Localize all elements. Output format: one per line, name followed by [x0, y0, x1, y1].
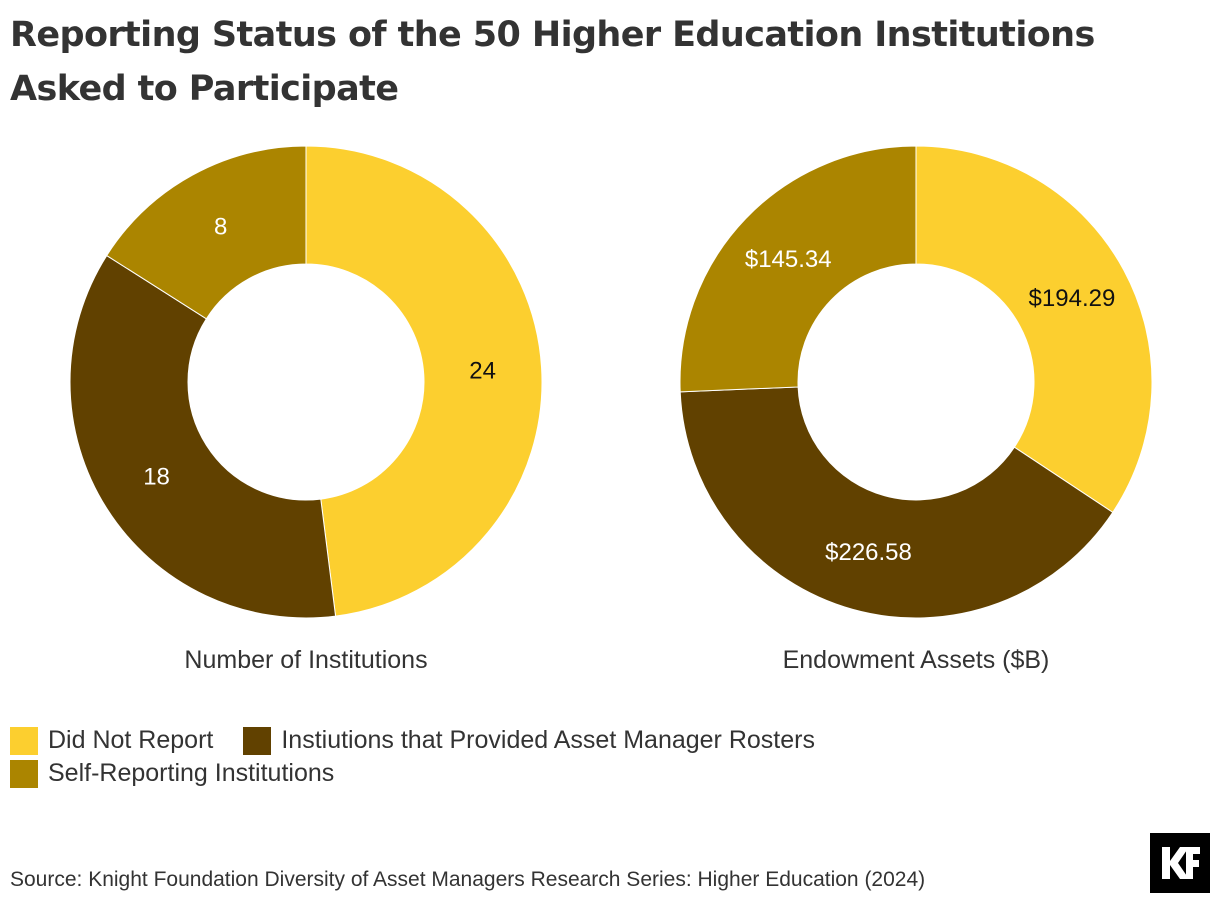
legend-label-provided-rosters: Instiutions that Provided Asset Manager … [281, 726, 815, 754]
donut-1-slice-2 [69, 254, 337, 619]
legend-row-1: Did Not Report Instiutions that Provided… [10, 724, 1010, 757]
donut-1-data-label-1: 24 [469, 357, 496, 384]
donut-1-slice-1 [305, 145, 543, 617]
donut-2-data-label-2: $226.58 [825, 539, 912, 566]
donut-2-slice-3 [679, 145, 917, 393]
donut-1-data-label-2: 18 [143, 463, 170, 490]
donut-charts: 24 18 8 Number of Institutions $194.29 $226.5… [69, 145, 1153, 674]
chart-title: Reporting Status of the 50 Higher Educat… [10, 15, 1095, 109]
donut-2-data-label-3: $145.34 [745, 246, 832, 273]
legend-label-did-not-report: Did Not Report [48, 726, 214, 754]
donut-1-data-label-3: 8 [214, 213, 227, 240]
legend-item-did-not-report: Did Not Report [10, 726, 213, 755]
legend-item-provided-rosters: Instiutions that Provided Asset Manager … [243, 726, 815, 755]
donut-2-label: Endowment Assets ($B) [783, 646, 1050, 674]
source-note: Source: Knight Foundation Diversity of A… [10, 868, 926, 891]
legend-swatch-provided-rosters [243, 726, 272, 755]
donut-2-slice-1 [915, 145, 1153, 514]
donut-2-slice-2 [679, 386, 1114, 619]
legend-item-self-reporting: Self-Reporting Institutions [10, 759, 334, 788]
legend-row-2: Self-Reporting Institutions [10, 757, 1010, 790]
donut-1-slice-3 [106, 145, 307, 320]
legend-swatch-did-not-report [10, 726, 38, 755]
donut-2-data-label-1: $194.29 [1029, 285, 1116, 312]
legend-label-self-reporting: Self-Reporting Institutions [48, 759, 335, 787]
donut-1-label: Number of Institutions [184, 646, 427, 674]
legend-swatch-self-reporting [10, 759, 38, 788]
legend: Did Not Report Instiutions that Provided… [10, 724, 1010, 790]
kf-logo: KF [1150, 833, 1210, 893]
